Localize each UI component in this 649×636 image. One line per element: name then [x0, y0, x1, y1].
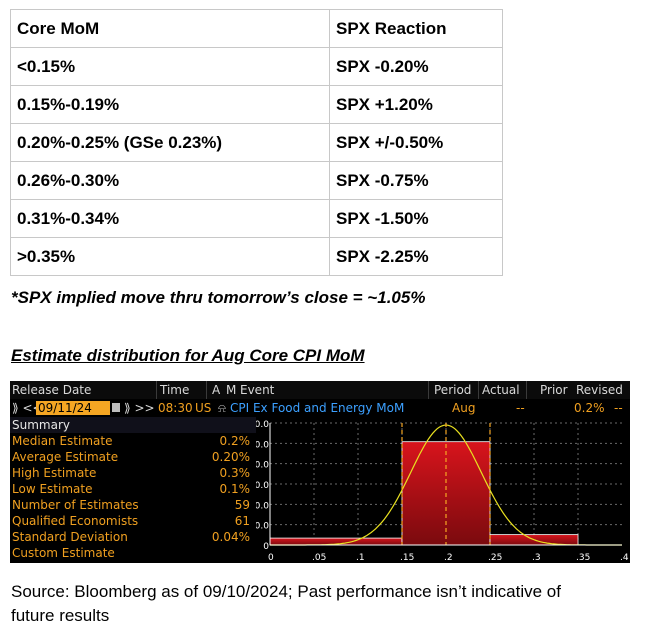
summary-label: High Estimate: [12, 466, 97, 480]
summary-value: 0.1%: [219, 482, 251, 496]
col-m[interactable]: M: [226, 383, 237, 397]
y-tick-label: 60.0: [256, 420, 269, 430]
cell-core-mom: 0.31%-0.34%: [10, 199, 330, 238]
y-tick-label: 0: [263, 542, 269, 552]
summary-row[interactable]: Number of Estimates 59: [10, 497, 256, 513]
x-tick-label: .4: [620, 553, 629, 563]
table-row: >0.35% SPX -2.25%: [10, 237, 503, 276]
col-prior[interactable]: Prior: [540, 383, 568, 397]
x-tick-label: .2: [444, 553, 453, 563]
cell-core-mom: 0.15%-0.19%: [10, 85, 330, 124]
col-a[interactable]: A: [212, 383, 221, 397]
event-actual: --: [516, 401, 525, 415]
y-tick-label: 20.0: [256, 501, 269, 511]
table-header-row: Core MoM SPX Reaction: [10, 9, 503, 48]
header-cell-spx-reaction: SPX Reaction: [329, 9, 503, 48]
col-period[interactable]: Period: [434, 383, 472, 397]
x-tick-label: .1: [356, 553, 365, 563]
summary-label: Median Estimate: [12, 434, 113, 448]
summary-row[interactable]: Custom Estimate: [10, 545, 256, 561]
col-event[interactable]: Event: [240, 383, 275, 397]
summary-label: Standard Deviation: [12, 530, 128, 544]
y-tick-label: 50.0: [256, 440, 269, 450]
x-tick-label: .25: [488, 553, 502, 563]
summary-header[interactable]: Summary: [10, 417, 256, 433]
summary-value: 0.04%: [211, 530, 250, 544]
distribution-heading: Estimate distribution for Aug Core CPI M…: [11, 346, 365, 365]
header-cell-core-mom: Core MoM: [10, 9, 330, 48]
table-row: 0.26%-0.30% SPX -0.75%: [10, 161, 503, 200]
col-time[interactable]: Time: [160, 383, 190, 397]
event-time: 08:30: [158, 401, 193, 415]
summary-label: Low Estimate: [12, 482, 93, 496]
estimate-distribution-chart: 0 10.0 20.0 30.0 40.0 50.0 60.0 0 .05 .1 .15 .2 .25.…: [256, 420, 629, 563]
event-period: Aug: [452, 401, 476, 415]
spx-reaction-table: Core MoM SPX Reaction <0.15% SPX -0.20% 0.15…: [10, 9, 503, 276]
table-row: 0.31%-0.34% SPX -1.50%: [10, 199, 503, 238]
col-revised[interactable]: Revised: [576, 383, 623, 397]
calendar-icon[interactable]: [112, 403, 120, 412]
summary-label: Average Estimate: [12, 450, 119, 464]
cell-core-mom: >0.35%: [10, 237, 330, 276]
cell-spx-reaction: SPX -1.50%: [329, 199, 503, 238]
event-revised: --: [614, 401, 623, 415]
column-header: Release Date Time A M Event Period Actua…: [10, 381, 630, 399]
y-tick-label: 10.0: [256, 522, 269, 532]
table-row: 0.15%-0.19% SPX +1.20%: [10, 85, 503, 124]
y-tick-label: 40.0: [256, 461, 269, 471]
cell-spx-reaction: SPX +/-0.50%: [329, 123, 503, 162]
cell-spx-reaction: SPX +1.20%: [329, 85, 503, 124]
summary-value: 59: [234, 498, 250, 512]
summary-row[interactable]: Average Estimate 0.20%: [10, 449, 256, 465]
estimate-summary: Summary Median Estimate 0.2% Average Estima…: [10, 417, 256, 563]
event-prior: 0.2%: [574, 401, 605, 415]
cell-spx-reaction: SPX -0.75%: [329, 161, 503, 200]
cell-spx-reaction: SPX -0.20%: [329, 47, 503, 86]
y-tick-label: 30.0: [256, 481, 269, 491]
col-release-date[interactable]: Release Date: [12, 383, 92, 397]
date-back-button[interactable]: ⟫ <<: [12, 401, 43, 415]
summary-value: 0.3%: [219, 466, 251, 480]
event-row[interactable]: ⟫ << 09/11/24 ⟫ >> 08:30 US ⍾ CPI Ex Foo…: [10, 400, 630, 416]
summary-row[interactable]: Low Estimate 0.1%: [10, 481, 256, 497]
alert-bell-icon[interactable]: ⍾: [218, 401, 226, 415]
x-tick-label: .3: [532, 553, 541, 563]
summary-label: Summary: [12, 418, 70, 432]
summary-row[interactable]: High Estimate 0.3%: [10, 465, 256, 481]
summary-row[interactable]: Qualified Economists 61: [10, 513, 256, 529]
x-tick-label: .15: [400, 553, 414, 563]
summary-value: 0.20%: [211, 450, 250, 464]
summary-label: Number of Estimates: [12, 498, 139, 512]
cell-core-mom: 0.26%-0.30%: [10, 161, 330, 200]
event-country: US: [195, 401, 212, 415]
cell-core-mom: 0.20%-0.25% (GSe 0.23%): [10, 123, 330, 162]
summary-value: 0.2%: [219, 434, 251, 448]
date-input[interactable]: 09/11/24: [36, 401, 110, 415]
x-tick-label: 0: [268, 553, 274, 563]
summary-label: Custom Estimate: [12, 546, 115, 560]
bloomberg-panel: Release Date Time A M Event Period Actua…: [10, 381, 630, 563]
x-tick-label: .35: [576, 553, 590, 563]
col-actual[interactable]: Actual: [482, 383, 520, 397]
x-tick-label: .05: [312, 553, 326, 563]
cell-core-mom: <0.15%: [10, 47, 330, 86]
cell-spx-reaction: SPX -2.25%: [329, 237, 503, 276]
implied-move-note: *SPX implied move thru tomorrow’s close …: [11, 288, 426, 307]
date-forward-button[interactable]: ⟫ >>: [124, 401, 155, 415]
summary-label: Qualified Economists: [12, 514, 139, 528]
event-name-link[interactable]: CPI Ex Food and Energy MoM: [230, 401, 405, 415]
source-note: Source: Bloomberg as of 09/10/2024; Past…: [11, 582, 561, 625]
summary-value: 61: [234, 514, 250, 528]
summary-row[interactable]: Standard Deviation 0.04%: [10, 529, 256, 545]
summary-row[interactable]: Median Estimate 0.2%: [10, 433, 256, 449]
table-row: 0.20%-0.25% (GSe 0.23%) SPX +/-0.50%: [10, 123, 503, 162]
table-row: <0.15% SPX -0.20%: [10, 47, 503, 86]
